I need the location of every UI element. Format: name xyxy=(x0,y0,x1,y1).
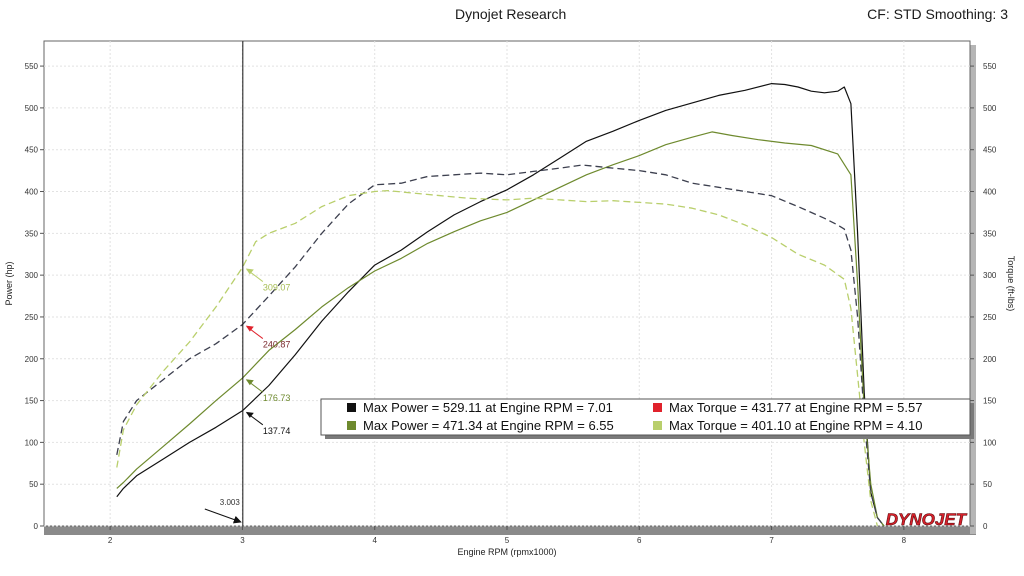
x-tick-label: 5 xyxy=(505,536,510,545)
y-tick-label-right: 550 xyxy=(983,62,997,71)
y-tick-label-left: 150 xyxy=(25,397,39,406)
y-tick-label-right: 350 xyxy=(983,229,997,238)
y-tick-label-left: 350 xyxy=(25,229,39,238)
dynojet-logo: DYNOJET xyxy=(886,510,968,529)
series-line-torque2 xyxy=(116,189,879,527)
cursor-value-arrowhead xyxy=(245,268,254,275)
y-axis-label-right: Torque (ft-lbs) xyxy=(1006,256,1016,312)
legend-entry: Max Power = 471.34 at Engine RPM = 6.55 xyxy=(363,418,614,433)
cursor-value-label: 176.73 xyxy=(263,393,291,403)
y-axis-label-left: Power (hp) xyxy=(4,261,14,305)
y-tick-label-left: 0 xyxy=(34,522,39,531)
y-tick-label-left: 450 xyxy=(25,146,39,155)
y-tick-label-right: 0 xyxy=(983,522,988,531)
y-tick-label-right: 50 xyxy=(983,480,992,489)
legend-entry: Max Power = 529.11 at Engine RPM = 7.01 xyxy=(363,400,613,415)
y-tick-label-left: 400 xyxy=(25,188,39,197)
series-line-power2 xyxy=(116,131,885,527)
chart-title: Dynojet Research xyxy=(455,6,567,22)
legend-box xyxy=(320,398,971,436)
y-tick-label-left: 100 xyxy=(25,438,39,447)
right-shadow xyxy=(970,45,976,534)
legend-swatch xyxy=(653,421,662,430)
x-axis-label: Engine RPM (rpmx1000) xyxy=(457,547,556,557)
y-tick-label-left: 550 xyxy=(25,62,39,71)
legend-swatch xyxy=(653,403,662,412)
x-tick-label: 6 xyxy=(637,536,642,545)
cursor-value-arrowhead xyxy=(245,379,254,386)
legend-entry: Max Torque = 401.10 at Engine RPM = 4.10 xyxy=(669,418,922,433)
x-axis-shadow xyxy=(44,526,976,535)
y-tick-label-right: 450 xyxy=(983,146,997,155)
y-tick-label-left: 500 xyxy=(25,104,39,113)
cursor-value-label: 137.74 xyxy=(263,426,291,436)
y-tick-label-right: 100 xyxy=(983,438,997,447)
legend-swatch xyxy=(347,403,356,412)
legend-swatch xyxy=(347,421,356,430)
y-tick-label-left: 300 xyxy=(25,271,39,280)
x-tick-label: 7 xyxy=(769,536,774,545)
legend-entry: Max Torque = 431.77 at Engine RPM = 5.57 xyxy=(669,400,922,415)
y-tick-label-right: 300 xyxy=(983,271,997,280)
series-line-power1 xyxy=(116,82,885,527)
cursor-value-label: 240.87 xyxy=(263,340,291,350)
x-tick-label: 2 xyxy=(108,536,113,545)
y-tick-label-left: 200 xyxy=(25,355,39,364)
x-tick-label: 8 xyxy=(902,536,907,545)
x-tick-label: 3 xyxy=(240,536,245,545)
y-tick-label-left: 250 xyxy=(25,313,39,322)
cursor-value-arrowhead xyxy=(245,411,254,418)
y-tick-label-right: 200 xyxy=(983,355,997,364)
x-tick-label: 4 xyxy=(372,536,377,545)
y-tick-label-left: 50 xyxy=(29,480,38,489)
y-tick-label-right: 400 xyxy=(983,188,997,197)
y-tick-label-right: 500 xyxy=(983,104,997,113)
cursor-value-label: 309.07 xyxy=(263,283,291,293)
correction-smoothing-info: CF: STD Smoothing: 3 xyxy=(867,6,1008,22)
y-tick-label-right: 250 xyxy=(983,313,997,322)
cursor-rpm-label: 3.003 xyxy=(220,498,241,507)
cursor-rpm-arrow xyxy=(204,508,242,524)
cursor-value-arrowhead xyxy=(245,325,254,332)
y-tick-label-right: 150 xyxy=(983,397,997,406)
